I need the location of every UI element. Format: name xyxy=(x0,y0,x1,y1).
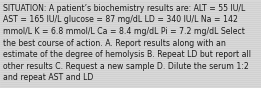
Text: SITUATION: A patient’s biochemistry results are: ALT = 55 IU/L
AST = 165 IU/L gl: SITUATION: A patient’s biochemistry resu… xyxy=(3,4,251,82)
